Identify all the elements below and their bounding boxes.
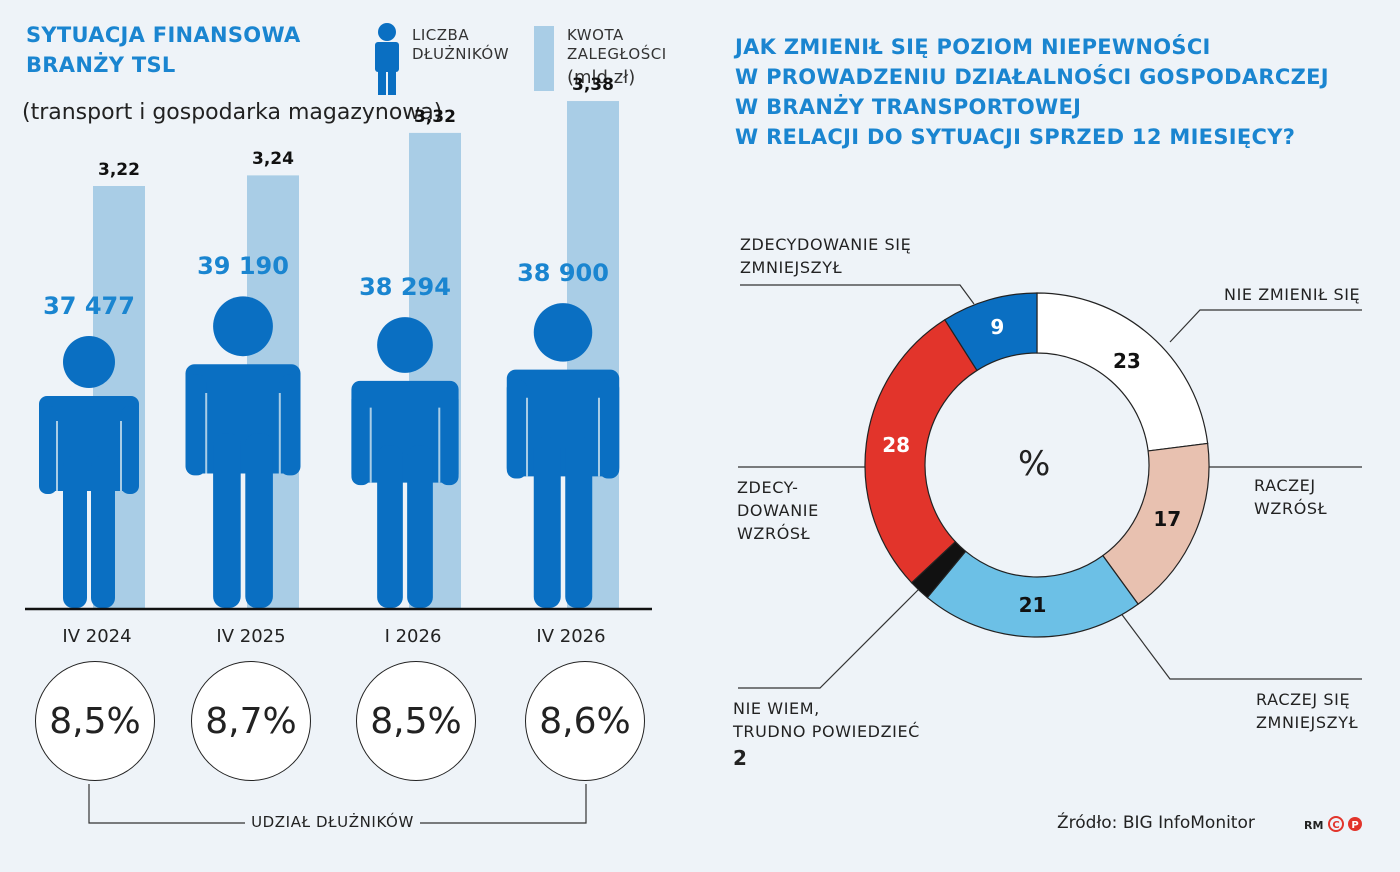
label-line: WZRÓSŁ xyxy=(1254,499,1328,518)
debtors-chart xyxy=(25,101,652,611)
label-zdecydowanie-zmniejszyl: ZDECYDOWANIE SIĘ ZMNIEJSZYŁ xyxy=(740,233,911,279)
donut-segment xyxy=(864,318,978,584)
legend-amount-line1: KWOTA xyxy=(567,26,624,44)
label-line: TRUDNO POWIEDZIEĆ xyxy=(733,722,920,741)
donut-center-label: % xyxy=(1018,444,1051,484)
label-nie-wiem: NIE WIEM, TRUDNO POWIEDZIEĆ 2 xyxy=(733,697,920,770)
label-line: ZDECY- xyxy=(737,478,799,497)
left-title-line2: BRANŻY TSL xyxy=(26,53,176,77)
label-nie-zmienil: NIE ZMIENIŁ SIĘ xyxy=(1224,283,1360,306)
label-line: DOWANIE xyxy=(737,501,819,520)
credit-text: RM xyxy=(1304,819,1324,832)
left-subtitle: (transport i gospodarka magazynowa) xyxy=(22,100,443,125)
svg-text:P: P xyxy=(1351,820,1358,831)
debtors-count-label: 37 477 xyxy=(43,292,135,320)
legend-amount: KWOTA ZALEGŁOŚCI (mld zł) xyxy=(567,26,667,87)
donut-segment-value: 23 xyxy=(1113,348,1141,373)
share-bracket xyxy=(88,784,587,824)
year-label: I 2026 xyxy=(384,626,442,647)
person-icon xyxy=(506,303,620,608)
person-icon xyxy=(185,296,301,608)
year-label: IV 2026 xyxy=(536,626,606,647)
legend-person-icon xyxy=(375,23,399,95)
left-title-line1: SYTUACJA FINANSOWA xyxy=(26,23,301,47)
legend-bar-swatch xyxy=(534,26,554,91)
year-label: IV 2024 xyxy=(62,626,132,647)
person-icon xyxy=(39,336,139,608)
label-line: ZMNIEJSZYŁ xyxy=(1256,713,1359,732)
label-zdecydowanie-wzrosl: ZDECY- DOWANIE WZRÓSŁ xyxy=(737,476,819,545)
donut-segment-value: 9 xyxy=(990,314,1005,339)
left-title: SYTUACJA FINANSOWA BRANŻY TSL xyxy=(26,20,301,80)
source-text: Źródło: BIG InfoMonitor xyxy=(1057,813,1255,833)
legend-count-line2: DŁUŻNIKÓW xyxy=(412,45,510,63)
svg-text:C: C xyxy=(1332,820,1339,831)
donut-segment-value: 21 xyxy=(1018,592,1047,617)
label-line: RACZEJ SIĘ xyxy=(1256,690,1351,709)
debtors-count-label: 38 294 xyxy=(359,273,451,302)
share-circle: 8,5% xyxy=(356,661,476,781)
right-title-line2: W PROWADZENIU DZIAŁALNOŚCI GOSPODARCZEJ xyxy=(735,65,1329,89)
label-line: NIE WIEM, xyxy=(733,699,820,718)
right-title: JAK ZMIENIŁ SIĘ POZIOM NIEPEWNOŚCI W PRO… xyxy=(735,32,1329,152)
right-title-line3: W BRANŻY TRANSPORTOWEJ xyxy=(735,95,1082,119)
year-label: IV 2025 xyxy=(216,626,286,647)
amount-value-label: 3,38 xyxy=(572,75,614,96)
donut-segment-value: 17 xyxy=(1153,507,1182,532)
right-title-line4: W RELACJI DO SYTUACJI SPRZED 12 MIESIĘCY… xyxy=(735,125,1296,149)
label-line: NIE ZMIENIŁ SIĘ xyxy=(1224,285,1361,304)
debtors-count-label: 39 190 xyxy=(197,252,289,281)
label-line: ZDECYDOWANIE SIĘ xyxy=(740,235,912,254)
right-title-line1: JAK ZMIENIŁ SIĘ POZIOM NIEPEWNOŚCI xyxy=(735,35,1211,59)
label-line: WZRÓSŁ xyxy=(737,524,811,543)
label-line: RACZEJ xyxy=(1254,476,1316,495)
legend-count-line1: LICZBA xyxy=(412,26,470,44)
legend-amount-line2: ZALEGŁOŚCI xyxy=(567,45,667,63)
label-raczej-wzrosl: RACZEJ WZRÓSŁ xyxy=(1254,474,1327,520)
amount-value-label: 3,24 xyxy=(252,149,294,170)
nie-wiem-value: 2 xyxy=(733,746,748,770)
donut-segment-value: 28 xyxy=(882,433,911,458)
legend-amount-line3: (mld zł) xyxy=(567,67,636,88)
donut-segment xyxy=(944,292,1038,372)
amount-value-label: 3,22 xyxy=(98,160,140,180)
label-raczej-zmniejszyl: RACZEJ SIĘ ZMNIEJSZYŁ xyxy=(1256,688,1358,734)
legend-count: LICZBA DŁUŻNIKÓW xyxy=(412,26,509,64)
share-circle: 8,6% xyxy=(525,661,645,781)
amount-value-label: 3,32 xyxy=(414,106,456,127)
share-circle: 8,5% xyxy=(35,661,155,781)
person-icon xyxy=(351,317,459,608)
share-circle: 8,7% xyxy=(191,661,311,781)
share-label: UDZIAŁ DŁUŻNIKÓW xyxy=(251,813,414,831)
label-line: ZMNIEJSZYŁ xyxy=(740,258,843,277)
debtors-count-label: 38 900 xyxy=(517,259,609,288)
